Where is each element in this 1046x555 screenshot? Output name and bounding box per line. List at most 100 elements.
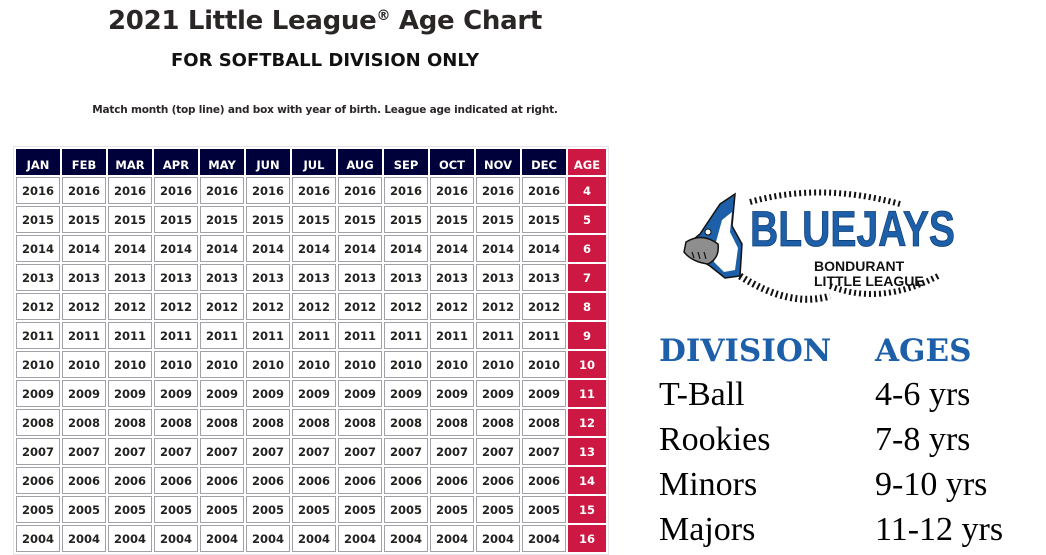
birth-year-cell: 2011 xyxy=(62,322,106,349)
birth-year-cell: 2015 xyxy=(16,206,60,233)
baseball-stitch-icon xyxy=(738,189,940,303)
age-chart-table: JAN FEB MAR APR MAY JUN JUL AUG SEP OCT NOV DEC AGE … xyxy=(13,146,609,555)
birth-year-cell: 2008 xyxy=(154,409,198,436)
birth-year-cell: 2008 xyxy=(338,409,382,436)
birth-year-cell: 2012 xyxy=(476,293,520,320)
column-header-jul: JUL xyxy=(292,149,336,175)
birth-year-cell: 2007 xyxy=(154,438,198,465)
division-row: Minors 9-10 yrs xyxy=(659,466,1039,510)
birth-year-cell: 2013 xyxy=(108,264,152,291)
logo-line2: LITTLE LEAGUE xyxy=(814,273,924,289)
league-age-cell: 8 xyxy=(568,293,606,320)
birth-year-cell: 2006 xyxy=(62,467,106,494)
birth-year-cell: 2015 xyxy=(108,206,152,233)
birth-year-cell: 2006 xyxy=(246,467,290,494)
birth-year-cell: 2013 xyxy=(62,264,106,291)
birth-year-cell: 2005 xyxy=(16,496,60,523)
birth-year-cell: 2010 xyxy=(16,351,60,378)
birth-year-cell: 2004 xyxy=(384,525,428,552)
birth-year-cell: 2015 xyxy=(200,206,244,233)
league-age-cell: 11 xyxy=(568,380,606,407)
birth-year-cell: 2007 xyxy=(522,438,566,465)
birth-year-cell: 2013 xyxy=(476,264,520,291)
birth-year-cell: 2007 xyxy=(16,438,60,465)
birth-year-cell: 2016 xyxy=(62,177,106,204)
birth-year-cell: 2015 xyxy=(246,206,290,233)
division-row: Rookies 7-8 yrs xyxy=(659,421,1039,465)
birth-year-cell: 2004 xyxy=(292,525,336,552)
birth-year-cell: 2008 xyxy=(476,409,520,436)
birth-year-cell: 2009 xyxy=(108,380,152,407)
birth-year-cell: 2006 xyxy=(430,467,474,494)
birth-year-cell: 2004 xyxy=(476,525,520,552)
birth-year-cell: 2005 xyxy=(430,496,474,523)
birth-year-cell: 2006 xyxy=(154,467,198,494)
birth-year-cell: 2016 xyxy=(200,177,244,204)
table-row: 2005 2005 2005 2005 2005 2005 2005 2005 2005 2005… xyxy=(16,496,606,523)
birth-year-cell: 2007 xyxy=(384,438,428,465)
birth-year-cell: 2005 xyxy=(522,496,566,523)
birth-year-cell: 2004 xyxy=(200,525,244,552)
birth-year-cell: 2004 xyxy=(62,525,106,552)
league-age-cell: 10 xyxy=(568,351,606,378)
birth-year-cell: 2014 xyxy=(62,235,106,262)
table-row: 2009 2009 2009 2009 2009 2009 2009 2009 2009 2009… xyxy=(16,380,606,407)
registered-mark: ® xyxy=(376,8,391,24)
table-row: 2011 2011 2011 2011 2011 2011 2011 2011 2011 2011… xyxy=(16,322,606,349)
birth-year-cell: 2014 xyxy=(292,235,336,262)
birth-year-cell: 2015 xyxy=(522,206,566,233)
title-text: 2021 Little League xyxy=(107,6,377,36)
birth-year-cell: 2016 xyxy=(476,177,520,204)
birth-year-cell: 2005 xyxy=(476,496,520,523)
birth-year-cell: 2006 xyxy=(522,467,566,494)
table-row: 2013 2013 2013 2013 2013 2013 2013 2013 2013 2013… xyxy=(16,264,606,291)
birth-year-cell: 2011 xyxy=(154,322,198,349)
birth-year-cell: 2014 xyxy=(384,235,428,262)
birth-year-cell: 2007 xyxy=(108,438,152,465)
birth-year-cell: 2011 xyxy=(292,322,336,349)
birth-year-cell: 2005 xyxy=(154,496,198,523)
instructions: Match month (top line) and box with year… xyxy=(92,104,558,116)
birth-year-cell: 2012 xyxy=(62,293,106,320)
table-row: 2015 2015 2015 2015 2015 2015 2015 2015 2015 2015… xyxy=(16,206,606,233)
league-age-cell: 12 xyxy=(568,409,606,436)
birth-year-cell: 2013 xyxy=(430,264,474,291)
birth-year-cell: 2007 xyxy=(246,438,290,465)
column-header-aug: AUG xyxy=(338,149,382,175)
table-row: 2010 2010 2010 2010 2010 2010 2010 2010 2010 2010… xyxy=(16,351,606,378)
birth-year-cell: 2012 xyxy=(430,293,474,320)
birth-year-cell: 2012 xyxy=(292,293,336,320)
birth-year-cell: 2005 xyxy=(62,496,106,523)
birth-year-cell: 2005 xyxy=(108,496,152,523)
birth-year-cell: 2012 xyxy=(384,293,428,320)
birth-year-cell: 2008 xyxy=(108,409,152,436)
league-age-cell: 7 xyxy=(568,264,606,291)
birth-year-cell: 2013 xyxy=(16,264,60,291)
birth-year-cell: 2013 xyxy=(154,264,198,291)
division-column-header: DIVISION xyxy=(659,333,832,369)
birth-year-cell: 2006 xyxy=(200,467,244,494)
birth-year-cell: 2008 xyxy=(62,409,106,436)
birth-year-cell: 2010 xyxy=(338,351,382,378)
column-header-jun: JUN xyxy=(246,149,290,175)
birth-year-cell: 2015 xyxy=(62,206,106,233)
birth-year-cell: 2008 xyxy=(200,409,244,436)
header-row: JAN FEB MAR APR MAY JUN JUL AUG SEP OCT NOV DEC AGE xyxy=(16,149,606,175)
birth-year-cell: 2009 xyxy=(522,380,566,407)
birth-year-cell: 2011 xyxy=(476,322,520,349)
birth-year-cell: 2013 xyxy=(384,264,428,291)
birth-year-cell: 2007 xyxy=(338,438,382,465)
birth-year-cell: 2010 xyxy=(384,351,428,378)
division-row: T-Ball 4-6 yrs xyxy=(659,376,1039,420)
league-age-cell: 14 xyxy=(568,467,606,494)
bluejays-logo: BLUEJAYS BONDURANT LITTLE LEAGUE xyxy=(683,189,955,303)
birth-year-cell: 2011 xyxy=(430,322,474,349)
birth-year-cell: 2004 xyxy=(430,525,474,552)
birth-year-cell: 2014 xyxy=(16,235,60,262)
page-title: 2021 Little League® Age Chart xyxy=(0,6,650,36)
birth-year-cell: 2006 xyxy=(384,467,428,494)
birth-year-cell: 2009 xyxy=(16,380,60,407)
league-age-cell: 15 xyxy=(568,496,606,523)
column-header-sep: SEP xyxy=(384,149,428,175)
table-row: 2004 2004 2004 2004 2004 2004 2004 2004 2004 2004… xyxy=(16,525,606,552)
